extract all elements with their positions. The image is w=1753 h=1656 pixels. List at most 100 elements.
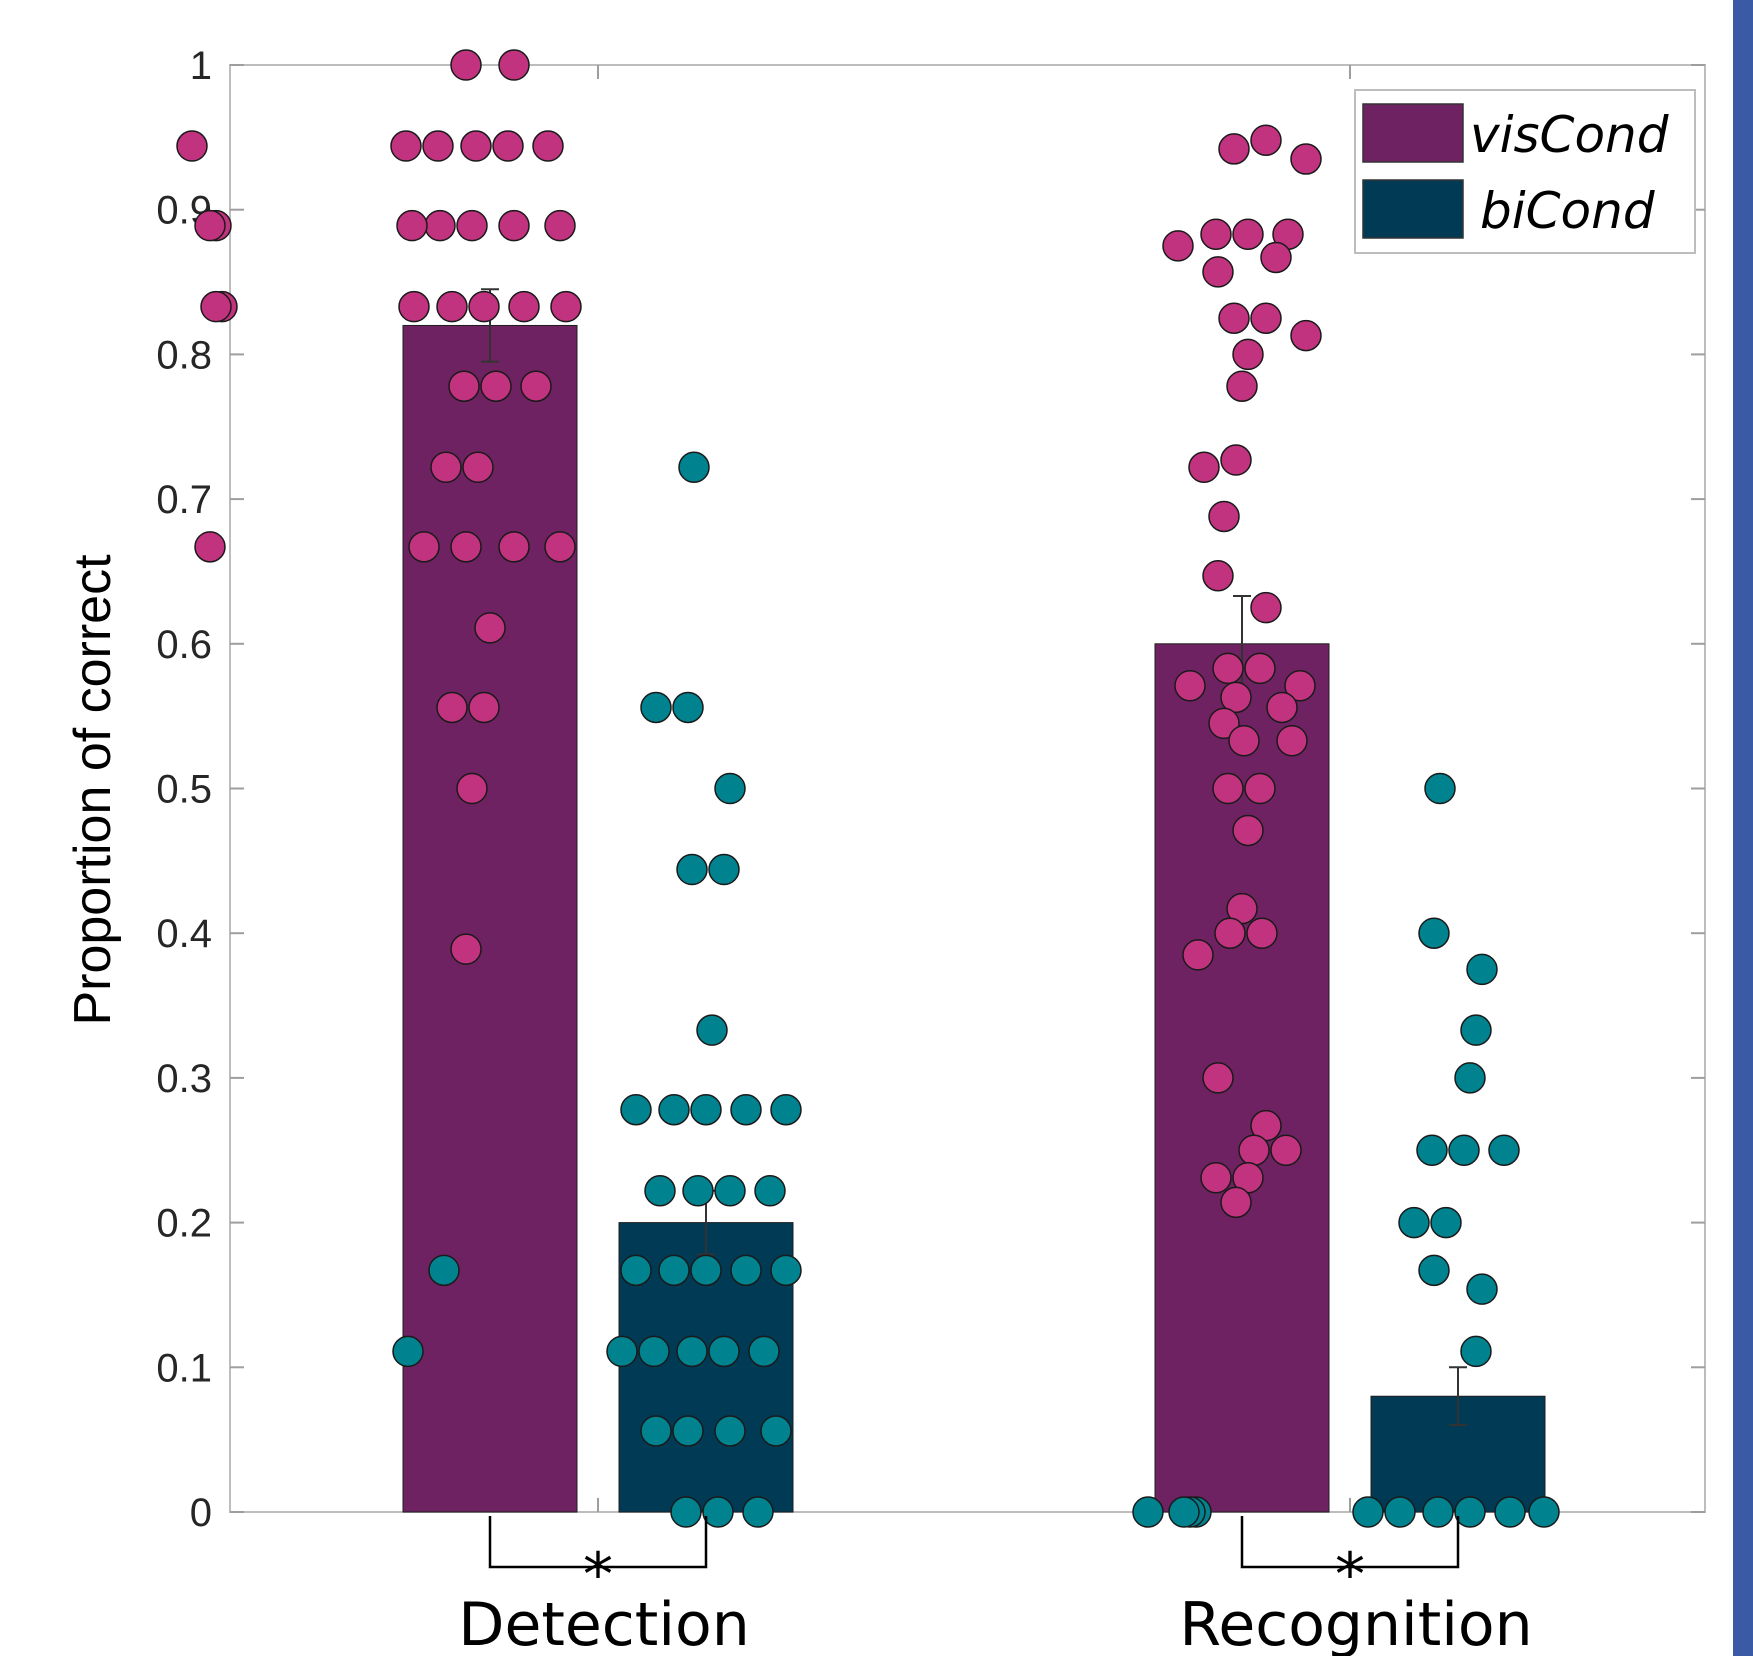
data-point-biCond <box>770 1254 802 1287</box>
data-point-visCond <box>1266 691 1298 724</box>
bar-visCond-Detection <box>402 324 578 1513</box>
data-point-biCond <box>670 1496 702 1528</box>
data-point-visCond <box>550 290 582 323</box>
data-point-biCond <box>638 1335 670 1368</box>
data-point-visCond <box>390 130 422 162</box>
data-point-visCond <box>1202 560 1234 592</box>
data-point-biCond <box>682 1175 714 1207</box>
data-point-biCond <box>1488 1134 1520 1166</box>
legend-swatch-bicond <box>1362 179 1464 239</box>
y-tick-label: 0.1 <box>156 1346 212 1390</box>
data-point-visCond <box>1214 917 1246 949</box>
data-point-visCond <box>1220 681 1252 714</box>
data-point-biCond <box>644 1175 676 1207</box>
data-point-visCond <box>396 209 428 242</box>
data-point-biCond <box>748 1335 780 1368</box>
data-point-visCond <box>480 370 512 402</box>
data-point-visCond <box>1250 124 1282 156</box>
data-point-biCond <box>754 1175 786 1207</box>
data-point-visCond <box>1250 591 1282 624</box>
data-point-biCond <box>730 1093 762 1126</box>
data-point-visCond <box>468 691 500 724</box>
data-point-biCond <box>1352 1496 1384 1528</box>
data-point-visCond <box>468 290 500 323</box>
data-point-biCond <box>770 1093 802 1126</box>
data-point-biCond <box>690 1093 722 1126</box>
data-point-biCond <box>392 1335 424 1368</box>
data-point-biCond <box>1494 1496 1526 1528</box>
data-point-visCond <box>436 290 468 323</box>
data-point-visCond <box>508 290 540 323</box>
data-point-biCond <box>620 1254 652 1287</box>
data-point-visCond <box>1228 724 1260 757</box>
data-point-visCond <box>1232 338 1264 371</box>
data-point-visCond <box>1220 444 1252 476</box>
data-point-visCond <box>1250 302 1282 334</box>
data-point-biCond <box>640 691 672 724</box>
data-point-visCond <box>498 531 530 563</box>
data-point-visCond <box>1208 707 1240 740</box>
data-point-visCond <box>424 209 456 242</box>
data-point-visCond <box>450 933 482 965</box>
edge-strip <box>1733 0 1753 1656</box>
data-point-visCond <box>1244 652 1276 685</box>
data-point-biCond <box>1384 1496 1416 1528</box>
data-point-visCond <box>1290 143 1322 175</box>
data-point-biCond <box>1398 1206 1430 1239</box>
data-point-visCond <box>456 209 488 242</box>
bar-visCond-Recognition <box>1154 643 1330 1513</box>
data-point-visCond <box>1284 670 1316 702</box>
data-point-visCond <box>498 209 530 242</box>
data-point-visCond <box>462 451 494 484</box>
data-point-visCond <box>1238 1134 1270 1166</box>
data-point-biCond <box>714 1415 746 1447</box>
data-point-biCond <box>1418 917 1450 949</box>
category-labels: Detection Recognition <box>458 1590 1532 1656</box>
data-point-visCond <box>436 691 468 724</box>
data-point-biCond <box>1168 1496 1200 1528</box>
data-point-visCond <box>176 130 208 162</box>
data-point-biCond <box>678 451 710 484</box>
data-point-biCond <box>702 1496 734 1528</box>
data-point-visCond <box>1212 652 1244 685</box>
data-point-visCond <box>1260 241 1292 274</box>
data-point-visCond <box>194 531 226 563</box>
data-point-visCond <box>1200 218 1232 251</box>
data-point-biCond <box>708 1335 740 1368</box>
significance-star: * <box>1335 1540 1365 1610</box>
data-point-biCond <box>1528 1496 1560 1528</box>
data-point-visCond <box>1162 230 1194 262</box>
data-point-biCond <box>620 1093 652 1126</box>
y-tick-label: 0.7 <box>156 478 212 522</box>
data-point-biCond <box>1466 953 1498 986</box>
data-point-biCond <box>730 1254 762 1287</box>
legend-label-bicond: biCond <box>1480 182 1655 240</box>
data-point-visCond <box>448 370 480 402</box>
data-point-biCond <box>1424 772 1456 805</box>
data-point-visCond <box>1218 302 1250 334</box>
data-point-biCond <box>1466 1273 1498 1305</box>
significance-brackets: * * <box>488 1516 1460 1610</box>
data-point-visCond <box>1202 1062 1234 1094</box>
data-point-visCond <box>450 49 482 81</box>
data-point-biCond <box>690 1254 722 1287</box>
data-point-visCond <box>450 531 482 563</box>
data-point-biCond <box>658 1254 690 1287</box>
data-point-biCond <box>676 1335 708 1368</box>
data-point-visCond <box>1290 319 1322 352</box>
data-point-biCond <box>428 1254 460 1287</box>
significance-bracket <box>1240 1516 1460 1569</box>
data-point-biCond <box>708 853 740 886</box>
data-point-visCond <box>1246 917 1278 949</box>
y-axis-ticks: 00.10.20.30.40.50.60.70.80.91 <box>156 44 1705 1535</box>
y-tick-label: 0.4 <box>156 912 212 956</box>
data-point-visCond <box>200 290 232 323</box>
data-point-visCond <box>1276 724 1308 757</box>
data-point-biCond <box>640 1415 672 1447</box>
data-points <box>176 49 1560 1528</box>
x-axis-ticks <box>597 65 1351 1512</box>
data-point-visCond <box>498 49 530 81</box>
data-point-biCond <box>1460 1014 1492 1046</box>
data-point-visCond <box>1232 814 1264 847</box>
